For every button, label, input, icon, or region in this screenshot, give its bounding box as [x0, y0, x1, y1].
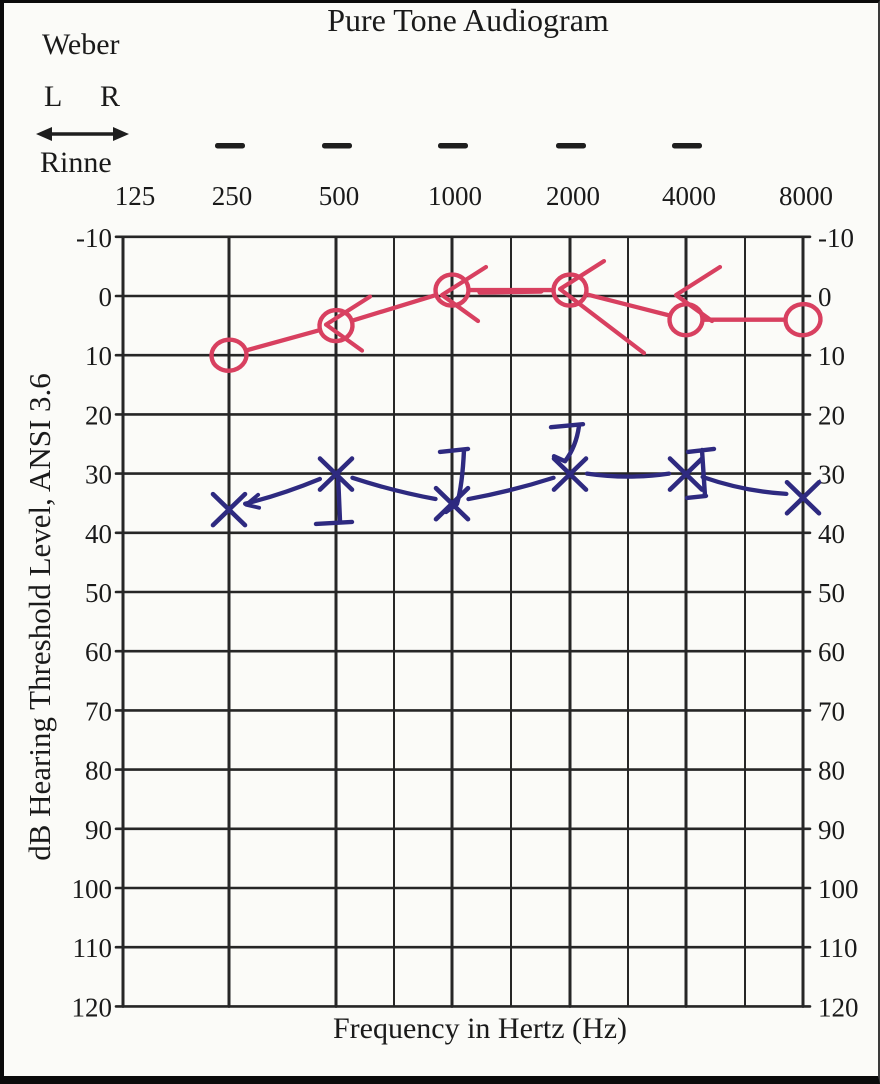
- y-tick-left-40: 40: [85, 519, 112, 549]
- x-tick-500hz: 500: [319, 181, 360, 211]
- x-mark-4000hz: [667, 456, 705, 492]
- weber-right-label: R: [99, 80, 120, 113]
- grid: [114, 235, 812, 1008]
- y-tick-right-30: 30: [818, 460, 845, 490]
- x-tick-4000hz: 4000: [662, 181, 716, 211]
- y-tick-right-120: 120: [818, 992, 859, 1022]
- rinne-label: Rinne: [40, 146, 112, 179]
- y-tick-right-40: 40: [818, 519, 845, 549]
- y-tick-left-100: 100: [72, 874, 113, 904]
- rinne-negative-dash-500hz: [322, 143, 352, 149]
- y-tick-left--10: -10: [76, 223, 112, 253]
- red-arrow-mark-4000hz: [673, 264, 723, 324]
- y-tick-left-0: 0: [99, 282, 113, 312]
- y-tick-right-100: 100: [818, 874, 859, 904]
- x-tick-125hz: 125: [115, 181, 156, 211]
- blue-line-segment-0: [242, 476, 323, 506]
- red-arrow-mark-1000hz: [439, 264, 489, 324]
- weber-lr-row: L R: [44, 80, 120, 114]
- blue-bracket-mark-4000hz: [684, 446, 717, 501]
- o-mark-2000hz: [551, 272, 589, 308]
- x-mark-8000hz: [784, 479, 822, 516]
- x-mark-250hz: [210, 491, 248, 528]
- weber-arrow-right-head: [113, 127, 129, 141]
- blue-line-segment-3: [584, 471, 672, 479]
- blue-line-arrowhead: [244, 492, 262, 510]
- rinne-negative-dash-250hz: [215, 143, 245, 149]
- y-tick-left-120: 120: [72, 992, 113, 1022]
- chart-title: Pure Tone Audiogram: [327, 2, 609, 38]
- y-tick-right-80: 80: [818, 756, 845, 786]
- blue-bracket-mark-2000hz: [548, 422, 586, 464]
- y-tick-left-20: 20: [85, 400, 112, 430]
- o-mark-8000hz: [783, 301, 823, 338]
- weber-left-label: L: [44, 80, 63, 113]
- red-line-overdraw: [477, 288, 544, 295]
- red-series-right-ear: [209, 258, 823, 373]
- o-mark-250hz: [209, 337, 249, 373]
- y-tick-left-60: 60: [85, 637, 112, 667]
- y-tick-right-50: 50: [818, 578, 845, 608]
- y-tick-left-50: 50: [85, 578, 112, 608]
- red-line-segment-1: [352, 293, 436, 323]
- x-axis-label: Frequency in Hertz (Hz): [332, 1012, 628, 1045]
- weber-label: Weber: [42, 28, 120, 61]
- blue-series-left-ear: [210, 422, 822, 528]
- x-mark-1000hz: [433, 485, 471, 522]
- y-tick-left-70: 70: [85, 696, 112, 726]
- y-tick-left-30: 30: [85, 460, 112, 490]
- y-tick-right-90: 90: [818, 815, 845, 845]
- o-mark-4000hz: [667, 301, 705, 338]
- rinne-marks: [215, 143, 702, 149]
- red-line-segment-0: [245, 328, 320, 353]
- blue-line-segment-2: [466, 475, 556, 502]
- y-tick-right-20: 20: [818, 400, 845, 430]
- blue-line-segment-1: [350, 475, 438, 502]
- y-tick-left-80: 80: [85, 756, 112, 786]
- rinne-negative-dash-2000hz: [556, 143, 586, 149]
- y-tick-left-110: 110: [73, 933, 113, 963]
- y-axis-label: dB Hearing Threshold Level, ANSI 3.6: [22, 373, 57, 861]
- y-tick-right-10: 10: [818, 341, 845, 371]
- y-tick-left-90: 90: [85, 815, 112, 845]
- y-tick-right-110: 110: [818, 933, 858, 963]
- red-arrow-mark-2000hz: [557, 258, 647, 356]
- x-tick-1000hz: 1000: [428, 181, 482, 211]
- red-line-segment-3: [586, 292, 670, 318]
- blue-line-segment-4: [700, 474, 789, 497]
- y-tick-right-70: 70: [818, 696, 845, 726]
- red-arrow-mark-500hz: [323, 294, 373, 353]
- weber-arrow-left-head: [36, 127, 52, 141]
- axis-labels: -10 -10 0 0 10 10 20 20 30 30 40 40 50 50 60 60 70 70 80 80…: [72, 181, 859, 1022]
- rinne-negative-dash-4000hz: [672, 143, 702, 149]
- x-mark-2000hz: [551, 456, 589, 492]
- blue-bracket-mark-1000hz: [437, 446, 471, 515]
- y-tick-right-0: 0: [818, 282, 832, 312]
- x-tick-8000hz: 8000: [779, 181, 833, 211]
- y-tick-right-60: 60: [818, 637, 845, 667]
- y-tick-right--10: -10: [818, 223, 854, 253]
- weber-arrow: [36, 127, 129, 141]
- o-mark-500hz: [317, 307, 355, 344]
- x-tick-250hz: 250: [212, 181, 253, 211]
- blue-bracket-mark-500hz: [313, 471, 355, 527]
- rinne-negative-dash-1000hz: [438, 143, 468, 149]
- y-tick-left-10: 10: [85, 341, 112, 371]
- x-tick-2000hz: 2000: [546, 181, 600, 211]
